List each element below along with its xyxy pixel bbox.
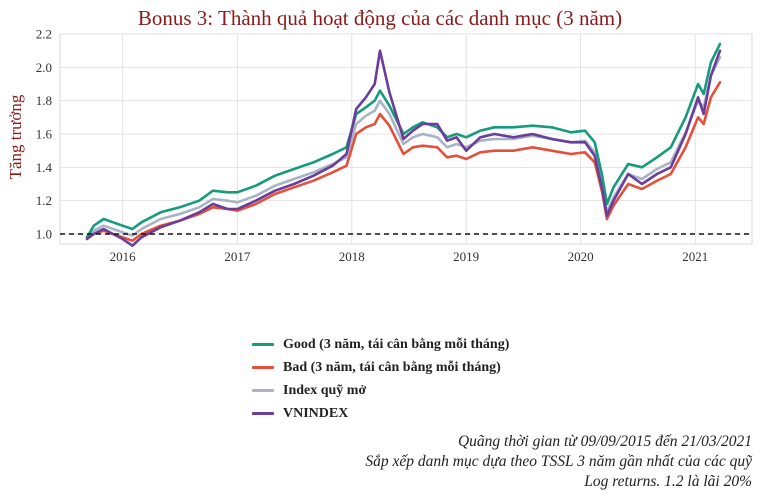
caption-line-2: Sắp xếp danh mục dựa theo TSSL 3 năm gần…	[365, 453, 752, 470]
caption-line-3: Log returns. 1.2 là lãi 20%	[584, 473, 752, 490]
x-tick-label-3: 2018	[339, 249, 365, 264]
series-line-4	[85, 49, 722, 247]
legend: Good (3 năm, tái cân bằng mỗi tháng) Bad …	[252, 333, 509, 425]
legend-swatch-2	[252, 366, 274, 369]
x-tick-label-5: 2020	[568, 249, 594, 264]
y-tick-label-7: 2.2	[36, 27, 52, 42]
legend-label-3: Index quỹ mở	[283, 382, 367, 398]
x-tick-label-6: 2021	[682, 249, 708, 264]
x-tick-label-4: 2019	[453, 249, 479, 264]
series-layer	[85, 42, 722, 247]
y-tick-label-6: 2.0	[36, 60, 52, 75]
x-tick-label-2: 2017	[224, 249, 251, 264]
legend-label-4: VNINDEX	[283, 405, 349, 421]
legend-item-4: VNINDEX	[252, 402, 509, 425]
legend-label-2: Bad (3 năm, tái cân bằng mỗi tháng)	[283, 359, 501, 375]
caption-line-1: Quãng thời gian từ 09/09/2015 đến 21/03/…	[457, 433, 752, 450]
legend-swatch-1	[252, 343, 274, 346]
series-line-1	[85, 42, 722, 239]
y-tick-label-3: 1.4	[36, 160, 53, 175]
chart-title: Bonus 3: Thành quả hoạt động của các dan…	[137, 6, 623, 30]
legend-label-1: Good (3 năm, tái cân bằng mỗi tháng)	[283, 336, 510, 352]
x-tick-label-1: 2016	[110, 249, 137, 264]
axis-ticks: 1.0 1.2 1.4 1.6 1.8 2.0 2.2 2016 2017 2018 2019 202…	[36, 27, 709, 265]
y-tick-label-2: 1.2	[36, 193, 52, 208]
y-tick-label-1: 1.0	[36, 227, 52, 242]
legend-swatch-3	[252, 389, 274, 392]
line-chart: 1.0 1.2 1.4 1.6 1.8 2.0 2.2 2016 2017 2018 2019 202…	[36, 27, 753, 265]
legend-item-1: Good (3 năm, tái cân bằng mỗi tháng)	[252, 333, 509, 356]
legend-swatch-4	[252, 412, 274, 415]
legend-item-2: Bad (3 năm, tái cân bằng mỗi tháng)	[252, 356, 509, 379]
y-tick-label-4: 1.6	[36, 127, 53, 142]
y-tick-label-5: 1.8	[36, 93, 52, 108]
caption: Quãng thời gian từ 09/09/2015 đến 21/03/…	[365, 432, 752, 492]
legend-item-3: Index quỹ mở	[252, 379, 509, 402]
